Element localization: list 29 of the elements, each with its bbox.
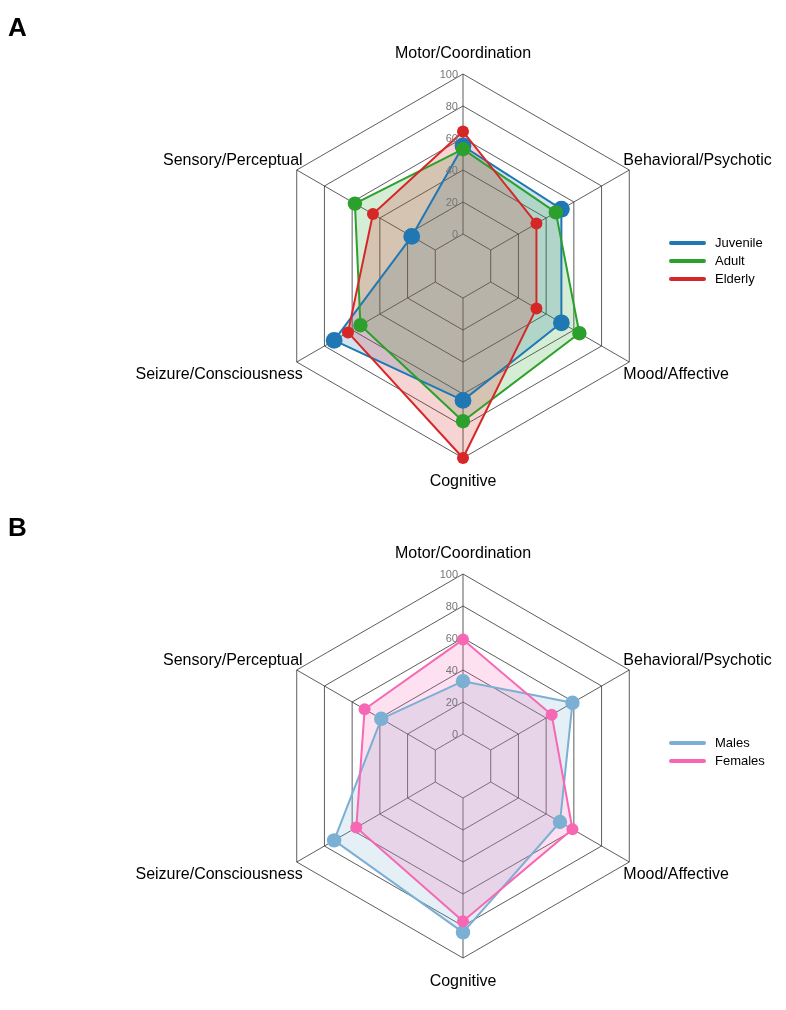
chart-title: A	[8, 12, 27, 42]
y-tick-label: 0	[451, 728, 458, 740]
spoke-label: Motor/Coordination	[394, 544, 532, 561]
y-tick-label: 60	[445, 632, 458, 644]
legend-label: Males	[715, 735, 751, 750]
y-tick-label: 80	[445, 100, 458, 112]
spoke-label: Mood/Affective	[623, 865, 729, 882]
legend-label: Elderly	[715, 271, 756, 286]
y-tick-label: 100	[439, 68, 458, 80]
y-tick-label: 20	[445, 696, 458, 708]
spoke-label: Behavioral/Psychotic	[623, 651, 772, 668]
y-tick-label: 40	[445, 664, 458, 676]
legend-label: Juvenile	[715, 235, 763, 250]
legend-label: Adult	[715, 253, 746, 268]
spoke-label: Sensory/Perceptual	[163, 151, 303, 168]
spoke-label: Cognitive	[429, 972, 497, 989]
spoke-label: Behavioral/Psychotic	[623, 151, 772, 168]
spoke-label: Mood/Affective	[623, 365, 729, 382]
spoke-label: Seizure/Consciousness	[135, 865, 303, 882]
y-tick-label: 20	[445, 196, 458, 208]
y-tick-label: 0	[451, 228, 458, 240]
chart-title: B	[8, 512, 27, 542]
spoke-label: Cognitive	[429, 472, 497, 489]
spoke-label: Sensory/Perceptual	[163, 651, 303, 668]
y-tick-label: 80	[445, 600, 458, 612]
y-tick-label: 100	[439, 568, 458, 580]
spoke-label: Motor/Coordination	[394, 44, 532, 61]
legend-label: Females	[715, 753, 766, 768]
spoke-label: Seizure/Consciousness	[135, 365, 303, 382]
